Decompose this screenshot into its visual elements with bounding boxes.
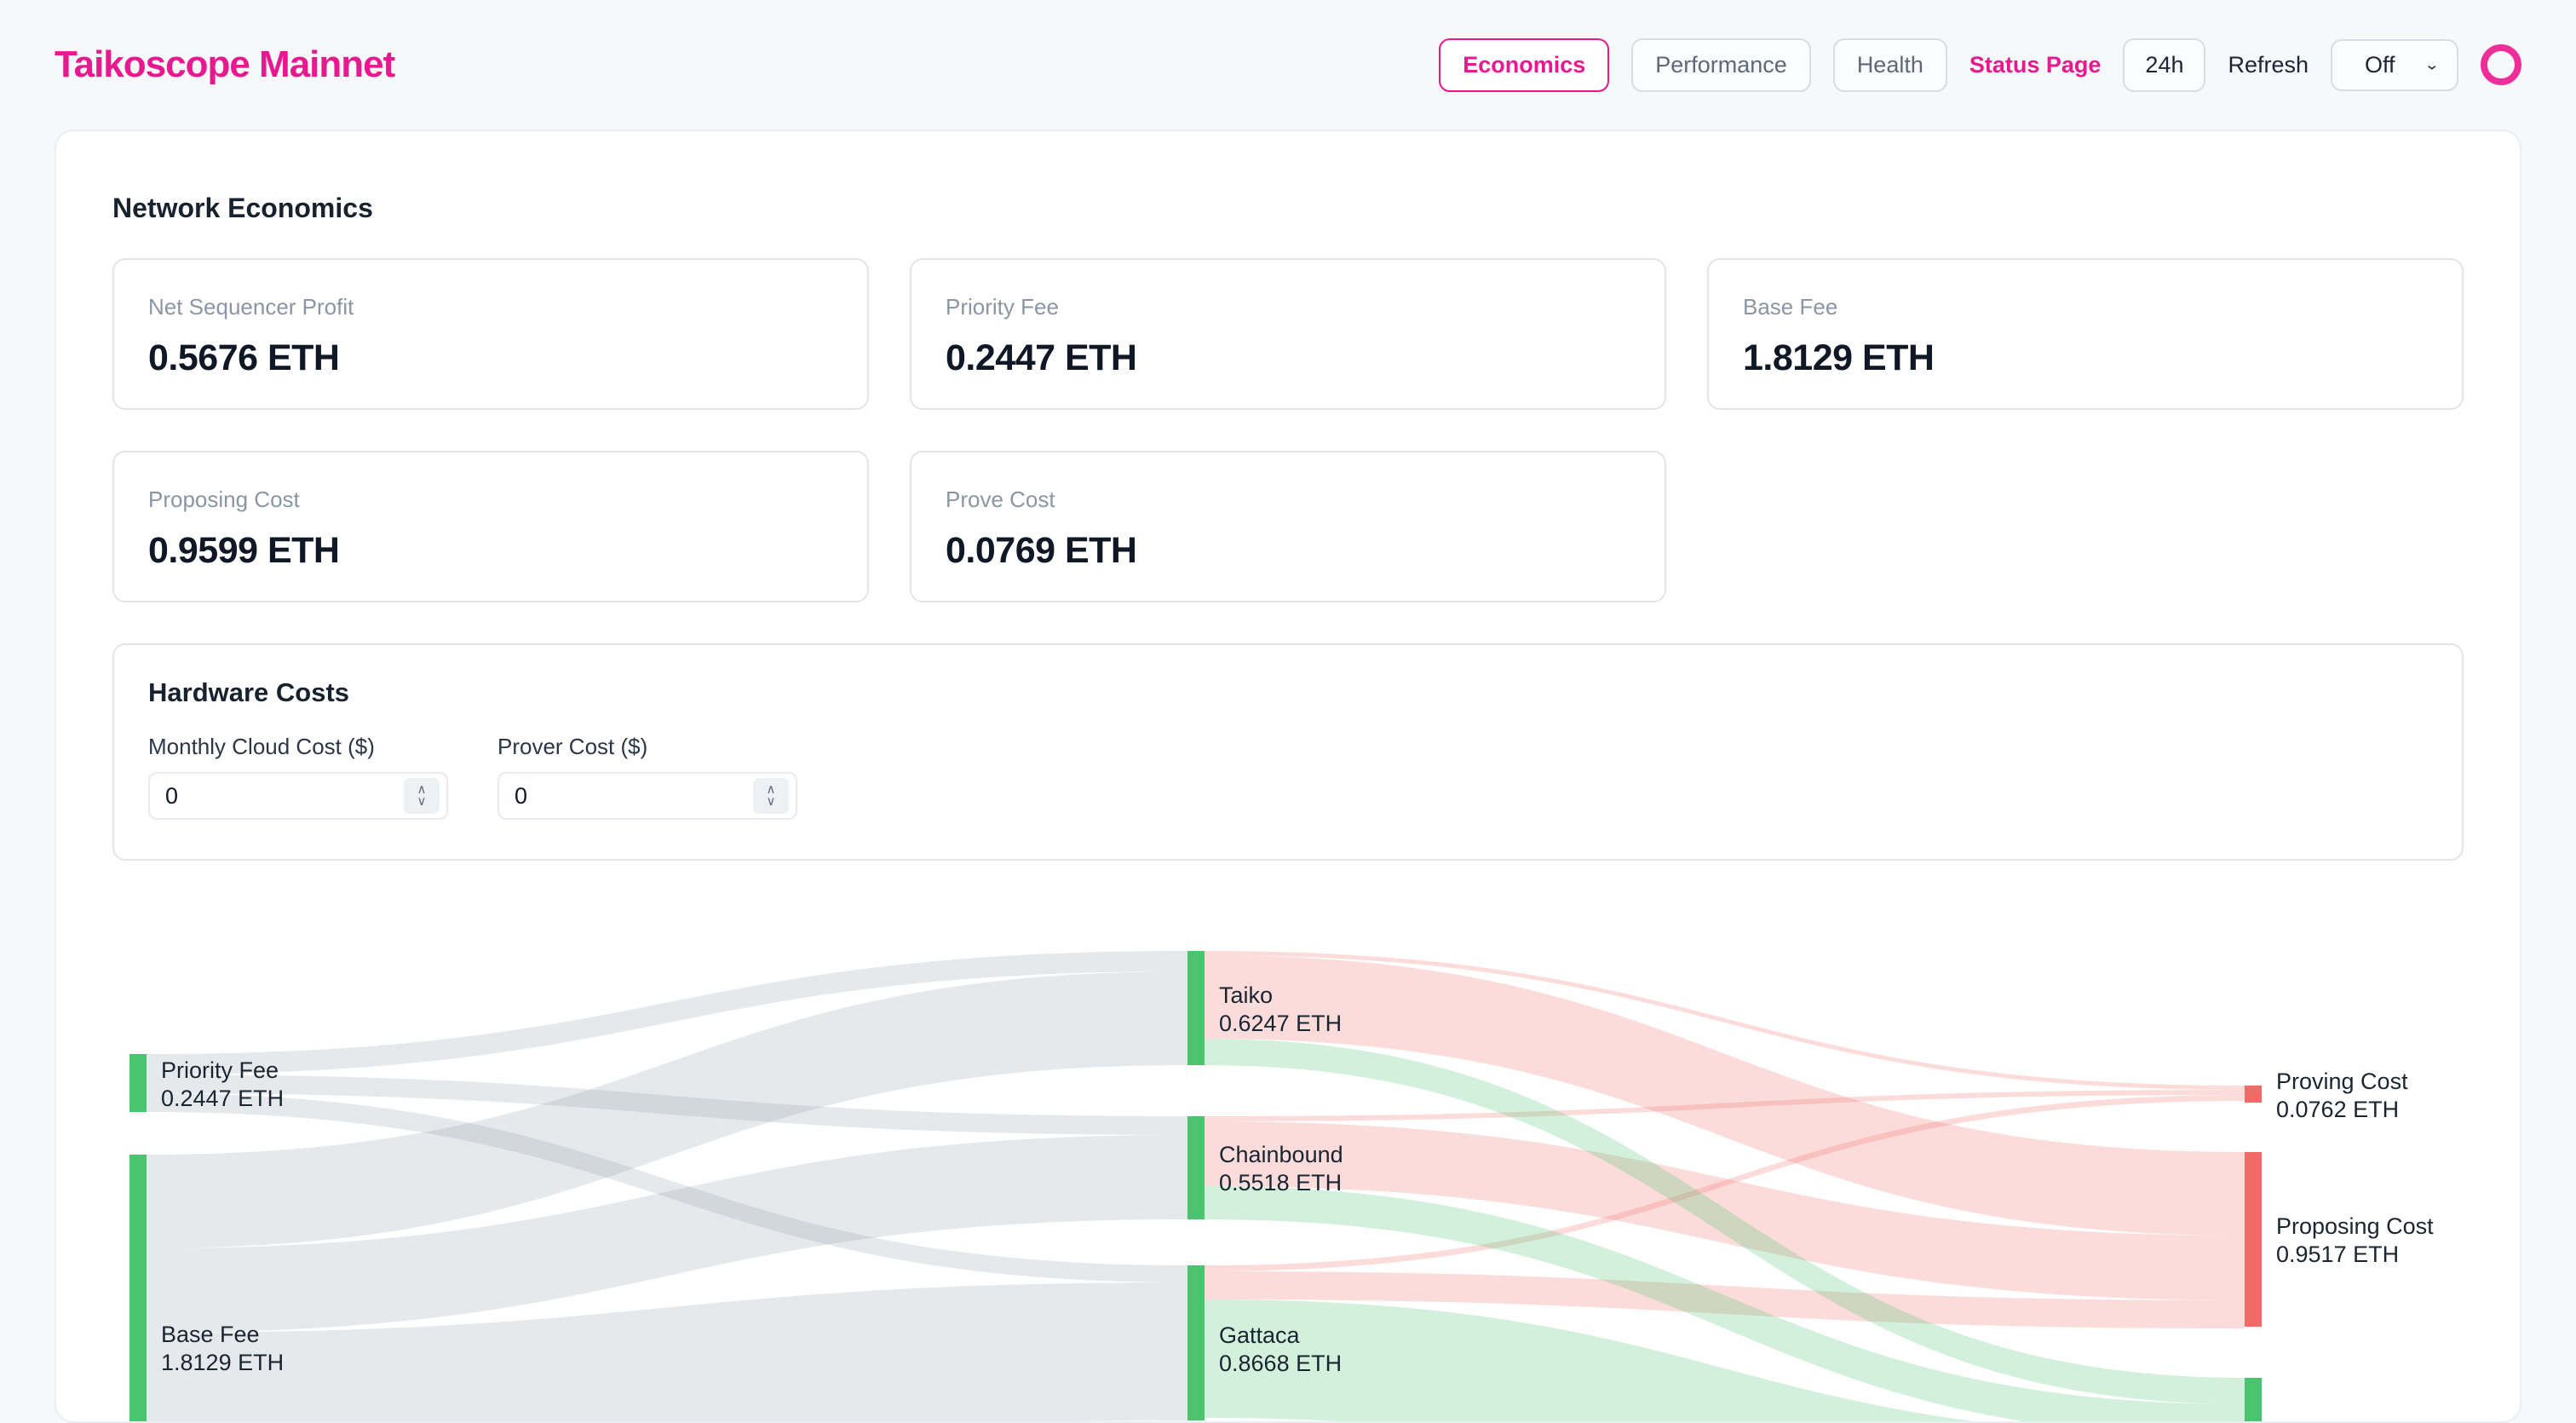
prover-cost-label: Prover Cost ($) xyxy=(497,734,648,759)
sankey-link-gattaca-to-profit xyxy=(1205,1299,1973,1421)
sankey-link-priority_fee-to-taiko xyxy=(147,951,1187,1074)
sankey-link-chainbound-to-profit xyxy=(1205,1186,2245,1421)
tab-economics[interactable]: Economics xyxy=(1439,37,1610,92)
monthly-cloud-cost-value[interactable] xyxy=(164,781,368,810)
sankey-node-label-gattaca: Gattaca 0.8668 ETH xyxy=(1219,1322,1342,1376)
stepper-down-icon[interactable]: ∨ xyxy=(766,794,776,809)
stat-label: Base Fee xyxy=(1743,294,1838,320)
sankey-node-taiko xyxy=(1187,951,1205,1065)
stat-card-proposing-cost: Proposing Cost 0.9599 ETH xyxy=(112,451,869,602)
sankey-link-chainbound-to-proposing_cost xyxy=(1205,1121,2245,1300)
stepper-down-icon[interactable]: ∨ xyxy=(417,794,427,809)
stat-value: 0.2447 ETH xyxy=(946,337,1137,378)
refresh-interval-select[interactable]: Off ⌄ xyxy=(2331,38,2458,91)
prover-cost-field-group: Prover Cost ($) ∧ ∨ xyxy=(497,734,797,820)
time-range-button[interactable]: 24h xyxy=(2123,37,2206,92)
sankey-link-taiko-to-profit xyxy=(1205,1039,2245,1404)
monthly-cloud-cost-input[interactable]: ∧ ∨ xyxy=(148,772,448,820)
sankey-node-base_fee xyxy=(129,1155,147,1421)
sankey-link-priority_fee-to-chainbound xyxy=(147,1074,1187,1135)
stat-label: Priority Fee xyxy=(946,294,1059,320)
sankey-node-proving_cost xyxy=(2245,1086,2262,1103)
sankey-node-label-proposing_cost: Proposing Cost 0.9517 ETH xyxy=(2276,1213,2434,1267)
monthly-cloud-cost-label: Monthly Cloud Cost ($) xyxy=(148,734,375,759)
stat-value: 0.9599 ETH xyxy=(148,530,340,571)
monthly-cloud-cost-field-group: Monthly Cloud Cost ($) ∧ ∨ xyxy=(148,734,448,820)
fee-flow-sankey-chart: Priority Fee 0.2447 ETH Base Fee 1.8129 ETH… xyxy=(56,922,2520,1421)
refresh-label: Refresh xyxy=(2228,51,2309,78)
app-title: Taikoscope Mainnet xyxy=(55,43,395,85)
stepper-up-icon[interactable]: ∧ xyxy=(417,782,427,797)
sankey-node-gattaca xyxy=(1187,1265,1205,1420)
page-title: Network Economics xyxy=(112,193,373,223)
sankey-link-taiko-to-proving_cost xyxy=(1205,951,2245,1090)
sankey-link-chainbound-to-proving_cost xyxy=(1205,1090,2245,1121)
header-controls: Economics Performance Health Status Page… xyxy=(1439,37,2521,92)
sankey-node-proposing_cost xyxy=(2245,1152,2262,1327)
sankey-node-label-priority_fee: Priority Fee 0.2447 ETH xyxy=(161,1057,284,1111)
prover-cost-input[interactable]: ∧ ∨ xyxy=(497,772,797,820)
stat-value: 1.8129 ETH xyxy=(1743,337,1935,378)
refresh-interval-value: Off xyxy=(2365,51,2395,78)
sankey-node-label-proving_cost: Proving Cost 0.0762 ETH xyxy=(2276,1069,2408,1122)
stat-value: 0.0769 ETH xyxy=(946,530,1137,571)
sankey-link-taiko-to-proposing_cost xyxy=(1205,955,2245,1236)
stat-value: 0.5676 ETH xyxy=(148,337,340,378)
stat-card-priority-fee: Priority Fee 0.2447 ETH xyxy=(910,258,1666,410)
sankey-link-base_fee-to-taiko xyxy=(147,971,1187,1248)
stat-card-base-fee: Base Fee 1.8129 ETH xyxy=(1707,258,2464,410)
status-ring-icon xyxy=(2481,44,2521,85)
sankey-node-label-base_fee: Base Fee 1.8129 ETH xyxy=(161,1322,284,1375)
sankey-node-label-taiko: Taiko 0.6247 ETH xyxy=(1219,982,1342,1036)
tab-performance[interactable]: Performance xyxy=(1631,37,1811,92)
status-page-link[interactable]: Status Page xyxy=(1969,51,2102,78)
sankey-link-base_fee-to-gattaca xyxy=(147,1282,1187,1421)
sankey-link-priority_fee-to-gattaca xyxy=(147,1093,1187,1282)
sankey-node-profit xyxy=(2245,1378,2262,1421)
stat-label: Net Sequencer Profit xyxy=(148,294,354,320)
sankey-link-gattaca-to-proposing_cost xyxy=(1205,1271,2245,1328)
stepper-up-icon[interactable]: ∧ xyxy=(766,782,776,797)
prover-cost-value[interactable] xyxy=(513,781,717,810)
chevron-down-icon: ⌄ xyxy=(2424,55,2440,73)
tab-health[interactable]: Health xyxy=(1832,37,1947,92)
sankey-svg: Priority Fee 0.2447 ETH Base Fee 1.8129 ETH… xyxy=(129,951,2434,1421)
sankey-node-chainbound xyxy=(1187,1116,1205,1219)
stat-label: Proposing Cost xyxy=(148,487,300,512)
stat-card-prove-cost: Prove Cost 0.0769 ETH xyxy=(910,451,1666,602)
sankey-link-base_fee-to-chainbound xyxy=(147,1135,1187,1333)
app-header: Taikoscope Mainnet Economics Performance… xyxy=(0,0,2576,130)
stats-grid: Net Sequencer Profit 0.5676 ETH Priority… xyxy=(112,258,2464,602)
sankey-node-label-chainbound: Chainbound 0.5518 ETH xyxy=(1219,1142,1343,1195)
sankey-link-gattaca-to-proving_cost xyxy=(1205,1095,2245,1271)
stat-card-net-sequencer-profit: Net Sequencer Profit 0.5676 ETH xyxy=(112,258,869,410)
number-stepper[interactable]: ∧ ∨ xyxy=(404,778,440,814)
number-stepper[interactable]: ∧ ∨ xyxy=(753,778,789,814)
hardware-costs-title: Hardware Costs xyxy=(148,677,350,707)
main-content-card: Network Economics Net Sequencer Profit 0… xyxy=(55,130,2521,1423)
sankey-node-priority_fee xyxy=(129,1054,147,1112)
stat-label: Prove Cost xyxy=(946,487,1055,512)
hardware-costs-card: Hardware Costs Monthly Cloud Cost ($) ∧ … xyxy=(112,643,2464,861)
